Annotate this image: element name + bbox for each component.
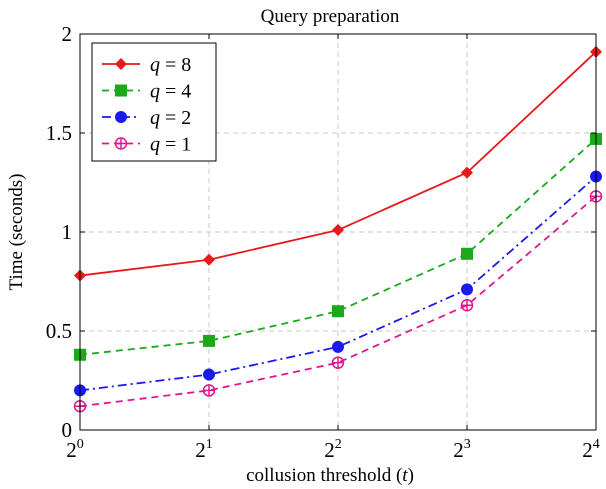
x-tick-label: 24 xyxy=(582,437,600,462)
legend-marker xyxy=(114,137,128,150)
data-point xyxy=(203,368,215,381)
legend-marker xyxy=(115,111,127,123)
legend-marker xyxy=(115,58,127,70)
y-tick-label: 2 xyxy=(62,22,73,46)
data-point xyxy=(460,299,474,312)
y-tick-label: 1.5 xyxy=(46,121,72,145)
legend-box xyxy=(91,42,217,162)
data-point xyxy=(461,283,473,296)
x-tick-label: 20 xyxy=(66,437,84,462)
data-point xyxy=(203,334,215,347)
data-point xyxy=(332,224,344,237)
series-line xyxy=(79,138,597,356)
legend-label: q = 8 xyxy=(150,54,191,76)
legend-label: q = 2 xyxy=(150,107,191,129)
y-tick-label: 1 xyxy=(62,220,73,244)
x-tick-label: 22 xyxy=(324,437,342,462)
y-tick-label: 0 xyxy=(62,418,73,442)
y-tick-label: 0.5 xyxy=(46,319,72,343)
data-point xyxy=(203,253,215,266)
axis-ticks: 20 21 22 23 24 0 0.5 1 1.5 2 xyxy=(46,22,600,462)
x-axis-title: collusion threshold (t) xyxy=(246,465,414,486)
x-tick-label: 21 xyxy=(195,437,213,462)
legend: q = 8 q = 4 q = 2 q = 1 xyxy=(91,42,217,162)
series-line xyxy=(79,195,597,408)
data-point xyxy=(461,247,473,260)
legend-marker xyxy=(115,84,127,97)
data-point xyxy=(461,166,473,179)
y-axis-title: Time (seconds) xyxy=(6,174,27,291)
data-point xyxy=(331,356,345,369)
x-tick-label: 23 xyxy=(453,437,471,462)
data-point xyxy=(202,384,216,397)
legend-label: q = 1 xyxy=(150,134,191,156)
chart-title: Query preparation xyxy=(261,6,400,27)
data-point xyxy=(332,305,344,318)
legend-label: q = 4 xyxy=(150,81,191,103)
data-point xyxy=(332,340,344,353)
